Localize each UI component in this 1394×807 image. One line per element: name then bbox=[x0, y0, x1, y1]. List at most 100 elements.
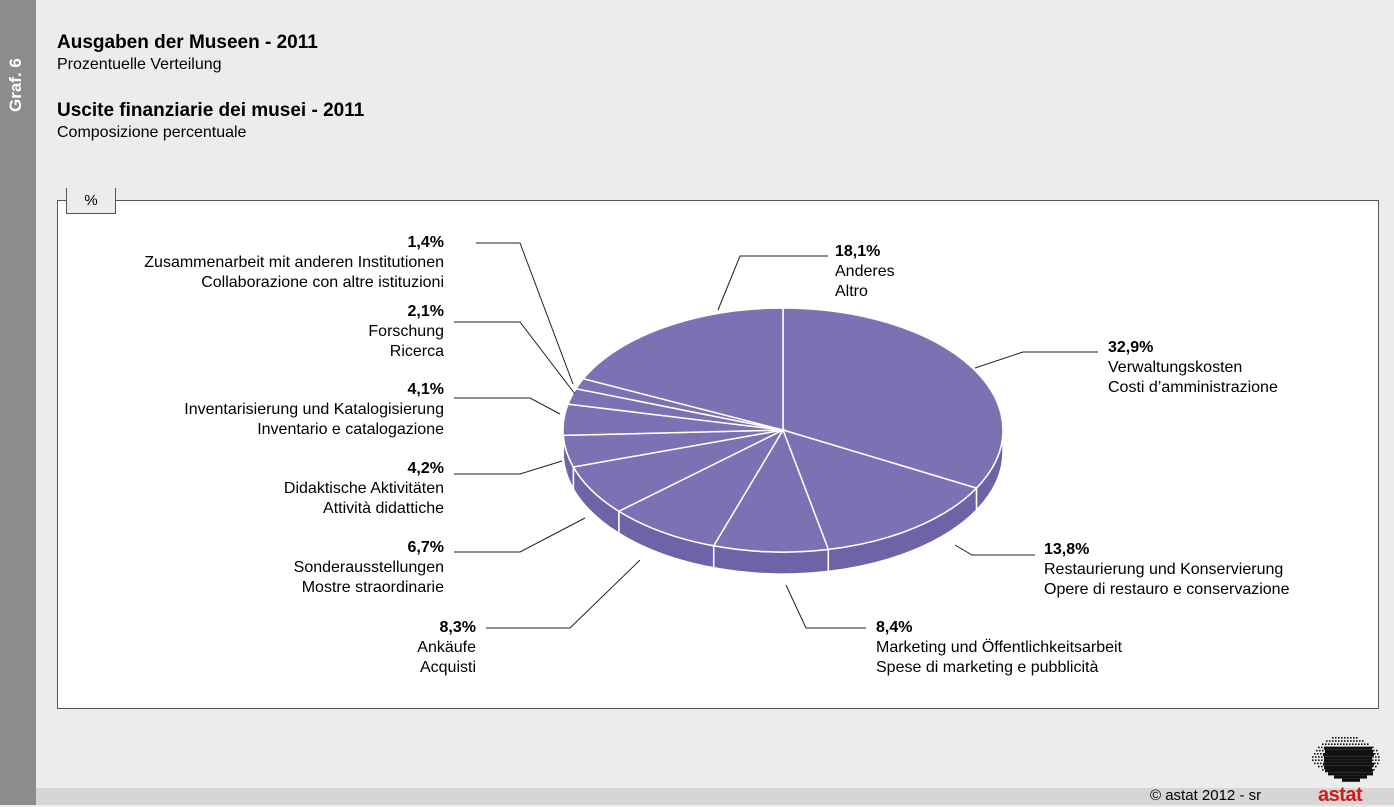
logo-dot bbox=[1355, 750, 1358, 753]
logo-dot bbox=[1344, 753, 1347, 756]
logo-dot bbox=[1321, 759, 1323, 761]
logo-dot bbox=[1354, 756, 1357, 759]
logo-dot bbox=[1342, 756, 1345, 759]
logo-dot bbox=[1372, 759, 1374, 761]
logo-dot bbox=[1338, 740, 1340, 742]
logo-dot bbox=[1370, 769, 1373, 772]
logo-dot bbox=[1340, 750, 1343, 753]
logo-dot bbox=[1337, 772, 1340, 775]
logo-dot bbox=[1343, 743, 1345, 745]
logo-dot bbox=[1353, 740, 1355, 742]
logo-dot bbox=[1330, 747, 1333, 750]
logo-dot bbox=[1351, 779, 1354, 782]
slice-value-label: 2,1% bbox=[368, 302, 444, 322]
logo-dot bbox=[1357, 756, 1360, 759]
logo-dot bbox=[1343, 772, 1346, 775]
logo-dot bbox=[1360, 766, 1363, 769]
slice-label-italian: Mostre straordinarie bbox=[294, 578, 444, 598]
logo-dot bbox=[1369, 759, 1372, 762]
logo-dot bbox=[1312, 759, 1314, 761]
slice-label-german: Restaurierung und Konservierung bbox=[1044, 560, 1289, 580]
logo-dot bbox=[1360, 747, 1363, 750]
logo-dot bbox=[1350, 753, 1353, 756]
logo-dot bbox=[1322, 750, 1324, 752]
logo-dot bbox=[1337, 750, 1340, 753]
logo-dot bbox=[1370, 772, 1373, 775]
logo-dot bbox=[1319, 750, 1321, 752]
logo-dot bbox=[1363, 756, 1366, 759]
logo-dot bbox=[1349, 772, 1352, 775]
logo-dot bbox=[1356, 740, 1358, 742]
logo-dot bbox=[1355, 775, 1358, 778]
logo-dot bbox=[1341, 763, 1344, 766]
logo-dot bbox=[1324, 756, 1327, 759]
slice-label-italian: Collaborazione con altre istituzioni bbox=[144, 273, 444, 293]
logo-dot bbox=[1371, 753, 1374, 756]
logo-dot bbox=[1347, 753, 1350, 756]
leader-line-7 bbox=[454, 322, 575, 394]
logo-dot bbox=[1370, 750, 1373, 753]
logo-dot bbox=[1359, 740, 1361, 742]
logo-dot bbox=[1321, 766, 1323, 768]
logo-dot bbox=[1348, 766, 1351, 769]
slice-label-italian: Acquisti bbox=[417, 658, 476, 678]
logo-dot bbox=[1322, 769, 1324, 771]
logo-dot bbox=[1328, 750, 1331, 753]
copyright: © astat 2012 - sr bbox=[1150, 787, 1261, 804]
logo-dot bbox=[1368, 753, 1371, 756]
logo-dot bbox=[1341, 737, 1343, 739]
logo-dot bbox=[1324, 759, 1327, 762]
logo-dot bbox=[1351, 759, 1354, 762]
logo-dot bbox=[1347, 737, 1349, 739]
logo-dot bbox=[1334, 772, 1337, 775]
logo-dot bbox=[1324, 747, 1327, 750]
logo-dot bbox=[1361, 743, 1363, 745]
logo-dot bbox=[1369, 766, 1372, 769]
leader-line-0 bbox=[975, 352, 1098, 368]
slice-value-label: 8,3% bbox=[417, 618, 476, 638]
logo-dot bbox=[1354, 779, 1357, 782]
slice-value-label: 4,1% bbox=[184, 380, 444, 400]
logo-dot bbox=[1377, 753, 1379, 755]
logo-dot bbox=[1356, 763, 1359, 766]
logo-dot bbox=[1361, 772, 1364, 775]
logo-dot bbox=[1327, 766, 1330, 769]
leader-line-2 bbox=[786, 585, 866, 628]
logo-dot bbox=[1358, 769, 1361, 772]
logo-dot bbox=[1337, 775, 1340, 778]
logo-dot bbox=[1372, 747, 1374, 749]
logo-dot bbox=[1347, 763, 1350, 766]
logo-dot bbox=[1375, 756, 1377, 758]
logo-dot bbox=[1358, 772, 1361, 775]
leader-line-6 bbox=[454, 398, 560, 414]
slice-label-italian: Altro bbox=[835, 282, 895, 302]
logo-dot bbox=[1365, 753, 1368, 756]
slice-label-italian: Ricerca bbox=[368, 342, 444, 362]
logo-dot bbox=[1342, 779, 1345, 782]
logo-dot bbox=[1323, 763, 1326, 766]
slice-value-label: 13,8% bbox=[1044, 540, 1289, 560]
logo-dot bbox=[1334, 775, 1337, 778]
logo-dot bbox=[1351, 747, 1354, 750]
logo-dot bbox=[1369, 756, 1372, 759]
logo-dot bbox=[1327, 759, 1330, 762]
logo-dot bbox=[1342, 766, 1345, 769]
logo-dot bbox=[1329, 763, 1332, 766]
logo-dot bbox=[1350, 737, 1352, 739]
logo-dot bbox=[1345, 747, 1348, 750]
logo-dot bbox=[1360, 759, 1363, 762]
leader-line-8 bbox=[476, 243, 573, 384]
logo-dot bbox=[1325, 750, 1328, 753]
logo-dot bbox=[1333, 747, 1336, 750]
logo-dot bbox=[1361, 750, 1364, 753]
slice-label-italian: Inventario e catalogazione bbox=[184, 420, 444, 440]
slice-label-italian: Attività didattiche bbox=[284, 499, 444, 519]
logo-dot bbox=[1316, 750, 1318, 752]
logo-dot bbox=[1347, 740, 1349, 742]
logo-dot bbox=[1363, 766, 1366, 769]
logo-dot bbox=[1372, 766, 1374, 768]
